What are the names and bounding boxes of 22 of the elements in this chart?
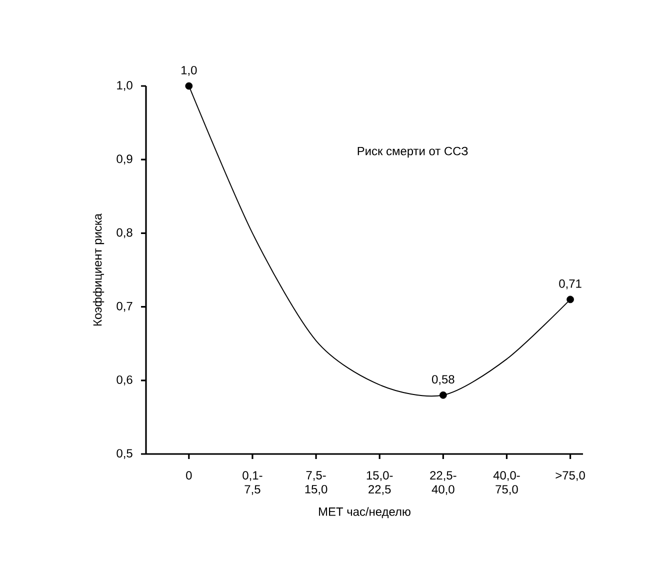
data-label: 0,58 <box>432 375 454 385</box>
x-tick-label: 7,5- 15,0 <box>305 471 328 495</box>
y-tick-label: 0,6 <box>116 375 132 386</box>
data-label: 1,0 <box>182 66 197 76</box>
annotation: Риск смерти от ССЗ <box>358 146 468 158</box>
x-tick-label: 22,5- 40,0 <box>430 471 456 495</box>
point <box>566 296 574 304</box>
y-tick-label: 0,7 <box>116 302 132 312</box>
x-tick-label: 0 <box>186 471 192 480</box>
y-tick-label: 0,5 <box>116 449 132 459</box>
y-tick-label: 0,8 <box>116 228 132 238</box>
x-tick-label: 40,0- 75,0 <box>493 471 520 495</box>
point <box>185 82 193 90</box>
point <box>439 391 447 399</box>
x-tick-label: >75,0 <box>556 471 585 482</box>
y-axis-title: Коэффициент риска <box>92 213 104 326</box>
y-tick-label: 0,9 <box>116 154 132 165</box>
x-tick-label: 15,0- 22,5 <box>366 471 393 495</box>
x-axis-title: МЕТ час/неделю <box>319 507 410 518</box>
data-label: 0,71 <box>559 279 582 290</box>
y-tick-label: 1,0 <box>117 81 132 91</box>
x-tick-label: 0,1- 7,5 <box>242 471 262 495</box>
